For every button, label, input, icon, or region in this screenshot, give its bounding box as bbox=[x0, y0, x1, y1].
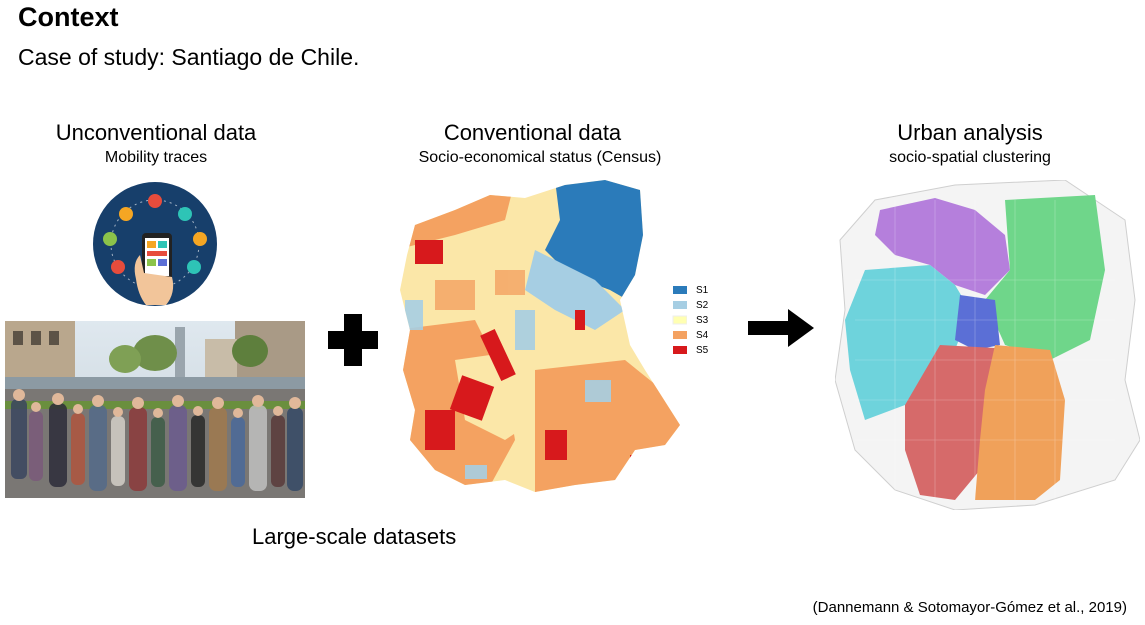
smartphone-apps-icon bbox=[93, 182, 217, 306]
census-ses-map bbox=[400, 180, 687, 492]
legend-label: S2 bbox=[696, 300, 709, 311]
plus-icon bbox=[328, 314, 378, 366]
middle-subheading: Socio-economical status (Census) bbox=[418, 149, 662, 166]
legend-label: S3 bbox=[696, 315, 709, 326]
legend-label: S1 bbox=[696, 285, 709, 296]
ses-legend-labels: S1 S2 S3 S4 S5 bbox=[696, 283, 708, 358]
citation: (Dannemann & Sotomayor-Gómez et al., 201… bbox=[812, 599, 1127, 616]
slide-title: Context bbox=[18, 2, 119, 32]
right-arrow-icon bbox=[748, 309, 814, 347]
legend-label: S5 bbox=[696, 345, 709, 356]
right-subheading: socio-spatial clustering bbox=[889, 149, 1051, 166]
middle-heading: Conventional data bbox=[443, 120, 622, 145]
left-heading: Unconventional data bbox=[55, 120, 257, 145]
crowd-street-photo bbox=[5, 321, 305, 498]
ses-legend bbox=[672, 286, 687, 354]
slide-subtitle: Case of study: Santiago de Chile. bbox=[18, 44, 360, 70]
cluster-map bbox=[835, 180, 1140, 510]
footer-text: Large-scale datasets bbox=[252, 524, 457, 549]
left-subheading: Mobility traces bbox=[104, 149, 208, 166]
legend-label: S4 bbox=[696, 330, 709, 341]
right-heading: Urban analysis bbox=[897, 120, 1043, 145]
